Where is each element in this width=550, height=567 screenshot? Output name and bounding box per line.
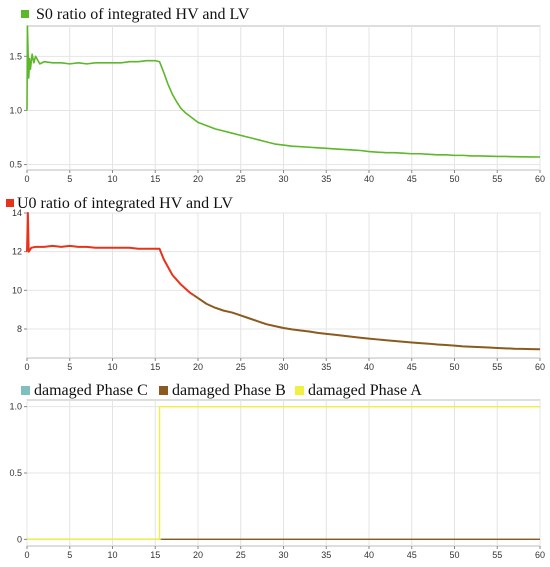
chart-1-title-marker bbox=[21, 10, 29, 18]
chart-1-x-tick-label: 30 bbox=[278, 174, 288, 184]
chart-1-x-tick-label: 55 bbox=[492, 174, 502, 184]
legend-swatch-phase-c bbox=[21, 386, 30, 395]
chart-3-y-tick-label: 1.0 bbox=[9, 402, 22, 412]
chart-2-header: U0 ratio of integrated HV and LV bbox=[6, 195, 233, 212]
chart-3-x-tick-label: 5 bbox=[67, 550, 72, 560]
chart-1-y-tick-label: 0.5 bbox=[9, 160, 22, 170]
chart-3-x-tick-label: 55 bbox=[492, 550, 502, 560]
legend-item-phase-c[interactable]: damaged Phase C bbox=[21, 382, 148, 399]
legend-item-phase-b[interactable]: damaged Phase B bbox=[159, 382, 286, 399]
chart-1-x-tick-label: 0 bbox=[24, 174, 29, 184]
chart-2-y-tick-label: 8 bbox=[17, 324, 22, 334]
chart-2-x-tick-label: 50 bbox=[449, 362, 459, 372]
chart-2-x-tick-label: 0 bbox=[24, 362, 29, 372]
chart-2-x-tick-label: 40 bbox=[364, 362, 374, 372]
chart-1-x-tick-label: 50 bbox=[449, 174, 459, 184]
chart-3-y-tick-label: 0.5 bbox=[9, 468, 22, 478]
chart-1-y-tick-label: 1.5 bbox=[9, 51, 22, 61]
chart-1-x-tick-label: 15 bbox=[150, 174, 160, 184]
chart-1-y-tick-label: 1.0 bbox=[9, 105, 22, 115]
chart-3-x-tick-label: 30 bbox=[278, 550, 288, 560]
chart-3-x-tick-label: 60 bbox=[535, 550, 545, 560]
chart-3-y-tick-label: 0 bbox=[17, 534, 22, 544]
chart-3-x-tick-label: 25 bbox=[236, 550, 246, 560]
chart-2-y-tick-label: 10 bbox=[12, 285, 22, 295]
chart-1-series-1 bbox=[26, 25, 541, 158]
chart-3-series-damaged-phase-a bbox=[27, 405, 540, 541]
chart-2-x-tick-label: 30 bbox=[278, 362, 288, 372]
chart-2-x-tick-label: 45 bbox=[407, 362, 417, 372]
chart-3-x-tick-label: 35 bbox=[321, 550, 331, 560]
legend-label-phase-c: damaged Phase C bbox=[34, 382, 148, 399]
chart-3-x-tick-label: 50 bbox=[449, 550, 459, 560]
chart-1-plot: 0 5 10 15 20 25 30 35 40 45 50 55 60 0.5 1.0 1.5 bbox=[9, 25, 545, 184]
chart-2-plot: 0 5 10 15 20 25 30 35 40 45 50 55 60 8 10 12 14 bbox=[12, 208, 545, 372]
chart-3-x-tick-label: 15 bbox=[150, 550, 160, 560]
chart-1-x-tick-label: 45 bbox=[407, 174, 417, 184]
chart-1-title: S0 ratio of integrated HV and LV bbox=[36, 6, 250, 23]
chart-2-x-tick-label: 55 bbox=[492, 362, 502, 372]
chart-2-x-tick-label: 5 bbox=[67, 362, 72, 372]
chart-3-x-tick-label: 10 bbox=[107, 550, 117, 560]
legend-label-phase-b: damaged Phase B bbox=[172, 382, 286, 399]
chart-2-title-marker bbox=[6, 199, 14, 207]
chart-3-plot: 0 5 10 15 20 25 30 35 40 45 50 55 60 0 0.5 1.0 bbox=[9, 399, 545, 560]
chart-1-x-tick-label: 5 bbox=[67, 174, 72, 184]
chart-1-x-tick-label: 10 bbox=[107, 174, 117, 184]
chart-2-x-tick-label: 20 bbox=[193, 362, 203, 372]
legend-item-phase-a[interactable]: damaged Phase A bbox=[295, 382, 422, 399]
chart-3-x-tick-label: 45 bbox=[407, 550, 417, 560]
chart-3-x-tick-label: 20 bbox=[193, 550, 203, 560]
chart-2-series-2 bbox=[193, 294, 541, 351]
chart-1-x-tick-label: 60 bbox=[535, 174, 545, 184]
chart-1-x-tick-label: 25 bbox=[236, 174, 246, 184]
chart-3-x-tick-label: 40 bbox=[364, 550, 374, 560]
chart-2-y-tick-label: 12 bbox=[12, 247, 22, 257]
legend-label-phase-a: damaged Phase A bbox=[308, 382, 422, 399]
chart-1-x-tick-label: 20 bbox=[193, 174, 203, 184]
chart-3-x-tick-label: 0 bbox=[24, 550, 29, 560]
chart-2-x-tick-label: 15 bbox=[150, 362, 160, 372]
chart-1-x-tick-label: 35 bbox=[321, 174, 331, 184]
chart-2-title: U0 ratio of integrated HV and LV bbox=[17, 195, 233, 212]
chart-2-x-tick-label: 60 bbox=[535, 362, 545, 372]
chart-1-x-tick-label: 40 bbox=[364, 174, 374, 184]
chart-2-x-tick-label: 10 bbox=[107, 362, 117, 372]
legend-swatch-phase-b bbox=[159, 386, 168, 395]
chart-2-x-tick-label: 35 bbox=[321, 362, 331, 372]
chart-1-header: S0 ratio of integrated HV and LV bbox=[21, 6, 250, 23]
chart-2-series-1 bbox=[26, 212, 195, 296]
chart-2-x-tick-label: 25 bbox=[236, 362, 246, 372]
chart-2-y-tick-label: 14 bbox=[12, 208, 22, 218]
legend-swatch-phase-a bbox=[295, 386, 304, 395]
chart-3-legend: damaged Phase C damaged Phase B damaged … bbox=[21, 382, 422, 399]
